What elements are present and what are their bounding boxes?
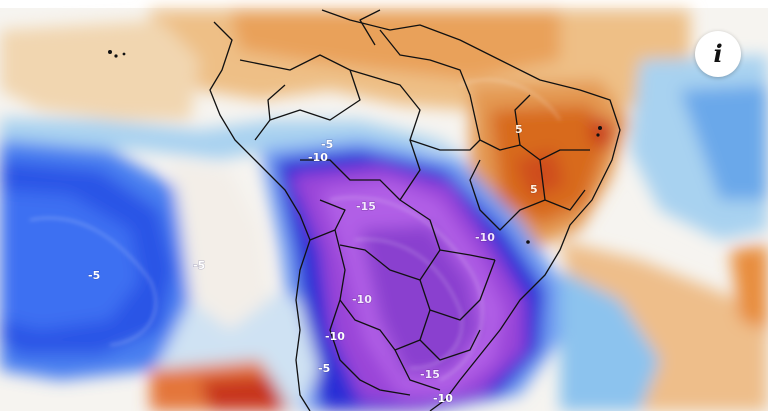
contour-label: 5 <box>515 123 523 136</box>
island-marks <box>108 50 602 244</box>
contour-label: -10 <box>325 330 345 343</box>
contour-label: -10 <box>433 392 453 405</box>
info-icon: i <box>713 39 723 68</box>
country-borders <box>209 9 621 411</box>
info-button[interactable]: i <box>695 31 741 77</box>
contour-label: -5 <box>321 138 333 151</box>
contour-label: -10 <box>308 151 328 164</box>
contour-label: -10 <box>475 231 495 244</box>
contour-label: 5 <box>530 183 538 196</box>
contour-label: -10 <box>352 293 372 306</box>
top-strip <box>0 0 768 8</box>
contour-label: -5 <box>88 269 100 282</box>
anomaly-field <box>0 10 768 411</box>
contour-label: -5 <box>318 362 330 375</box>
contour-label: -15 <box>356 200 376 213</box>
contour-label: -5 <box>193 259 205 272</box>
contour-lines <box>29 79 561 381</box>
contour-label: -15 <box>420 368 440 381</box>
contour-labels: -5 -10 -15 -10 -10 -5 -5 -10 -15 -10 -5 … <box>88 123 539 406</box>
